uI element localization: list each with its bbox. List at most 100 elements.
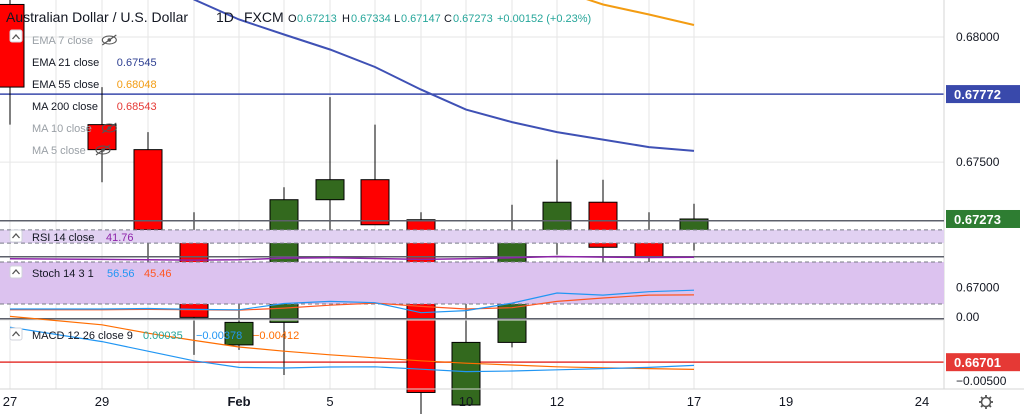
chevron-up-icon [12,233,20,239]
stoch-k-value: 56.56 [107,268,135,280]
eye-hidden-icon[interactable] [101,122,117,134]
stoch-label: Stoch 14 3 1 [32,268,94,280]
price-badge[interactable]: 0.67273 [946,209,1020,228]
legend-label: EMA 55 close [32,79,99,91]
ohlc-open-label: O [288,13,297,25]
time-label: 19 [779,394,793,409]
stoch-band [0,262,944,304]
macd-value: −0.00412 [253,330,299,342]
legend-row[interactable]: EMA 21 close 0.67545 [32,57,157,69]
stoch-legend: Stoch 14 3 1 56.56 45.46 [9,265,172,280]
time-label: 24 [915,394,929,409]
price-badge-text: 0.66701 [954,355,1001,370]
price-tick: 0.67000 [956,280,1000,294]
macd-axis-tick: −0.00500 [956,374,1007,388]
candle[interactable] [315,97,345,233]
rsi-legend: RSI 14 close 41.76 [9,229,134,244]
ohlc-change: +0.00152 (+0.23%) [497,13,591,25]
legend-row[interactable]: EMA 7 close [32,34,117,47]
price-badge-text: 0.67772 [954,87,1001,102]
collapse-rsi-button[interactable] [9,229,23,243]
price-tick: 0.68000 [956,30,1000,44]
gear-icon[interactable] [979,395,993,409]
gear-tooth [988,396,992,400]
indicator-legend: EMA 7 close EMA 21 close 0.67545 EMA 55 clo… [9,29,157,157]
macd-signal-line [9,315,695,370]
eye-outline [101,35,117,45]
eye-slash [101,34,117,46]
legend-value: 0.68048 [117,79,157,91]
candle-body [360,179,390,226]
time-label: Feb [227,394,250,409]
chevron-up-icon [12,269,20,275]
time-label: 27 [3,394,17,409]
legend-row[interactable]: MA 5 close [32,144,111,157]
time-label: 17 [687,394,701,409]
macd-value: 0.00035 [143,330,183,342]
ohlc-close: 0.67273 [453,13,493,25]
macd-line [9,326,695,373]
legend-row[interactable]: EMA 55 close 0.68048 [32,79,157,91]
legend-label: EMA 21 close [32,57,99,69]
candle-body [0,3,25,88]
time-label: 5 [326,394,333,409]
chevron-up-icon [12,331,20,337]
candle-body [315,179,345,201]
chevron-up-icon [12,34,20,40]
candle[interactable] [133,132,163,288]
legend-value: 0.67545 [117,57,157,69]
rsi-band [0,229,944,244]
rsi-value: 41.76 [106,232,134,244]
symbol-title: Australian Dollar / U.S. Dollar [6,9,188,25]
legend-row[interactable]: MA 200 close 0.68543 [32,101,157,113]
collapse-stoch-button[interactable] [9,265,23,279]
price-axis: 0.68000 0.67500 0.67000 0.67772 0.67273 0.667… [943,0,1020,389]
rsi-label: RSI 14 close [32,232,94,244]
gear-tooth [988,404,992,408]
pane-separator [0,318,944,320]
gear-tooth [980,396,984,400]
candle[interactable] [0,0,25,125]
price-tick: 0.67500 [956,155,1000,169]
ohlc-high: 0.67334 [351,13,391,25]
candle-body [133,149,163,231]
rsi-pane: RSI 14 close 41.76 [0,229,944,261]
candle[interactable] [451,262,481,406]
stoch-pane: Stoch 14 3 1 56.56 45.46 [0,261,944,314]
candle-body [451,341,481,406]
rsi-line [9,255,695,261]
stoch-d-value: 45.46 [144,268,172,280]
legend-row[interactable]: MA 10 close [32,122,117,135]
ohlc-open: 0.67213 [297,13,337,25]
macd-label: MACD 12 26 close 9 [32,330,133,342]
collapse-legend-button[interactable] [9,29,23,43]
time-label: 29 [95,394,109,409]
gear-tooth [980,404,984,408]
eye-hidden-icon[interactable] [95,144,111,156]
eye-slash [101,122,117,134]
ohlc-low: 0.67147 [401,13,441,25]
time-axis: 27 29 Feb 5 10 12 17 19 24 [0,388,1024,409]
price-badge-bg [946,353,1020,372]
collapse-macd-button[interactable] [9,327,23,341]
price-badge[interactable]: 0.66701 [946,353,1020,372]
price-badge-bg [946,85,1020,104]
candle[interactable] [360,124,390,226]
eye-outline [95,145,111,155]
macd-legend: MACD 12 26 close 9 0.00035 −0.00378 −0.0041… [9,327,299,342]
legend-label: EMA 7 close [32,35,93,47]
price-badge-bg [946,209,1020,228]
macd-pane: MACD 12 26 close 9 0.00035 −0.00378 −0.0041… [0,315,944,373]
eye-outline [101,123,117,133]
eye-slash [95,144,111,156]
pane-separator [0,256,944,258]
ohlc-close-label: C [444,13,452,25]
chart-header: Australian Dollar / U.S. Dollar 1D FXCM O 0.… [6,9,591,25]
price-badge[interactable]: 0.67772 [946,85,1020,104]
interval-label: 1D [216,9,234,25]
legend-label: MA 10 close [32,123,92,135]
macd-axis-tick: 0.00 [956,310,980,324]
time-label: 12 [550,394,564,409]
eye-hidden-icon[interactable] [101,34,117,46]
